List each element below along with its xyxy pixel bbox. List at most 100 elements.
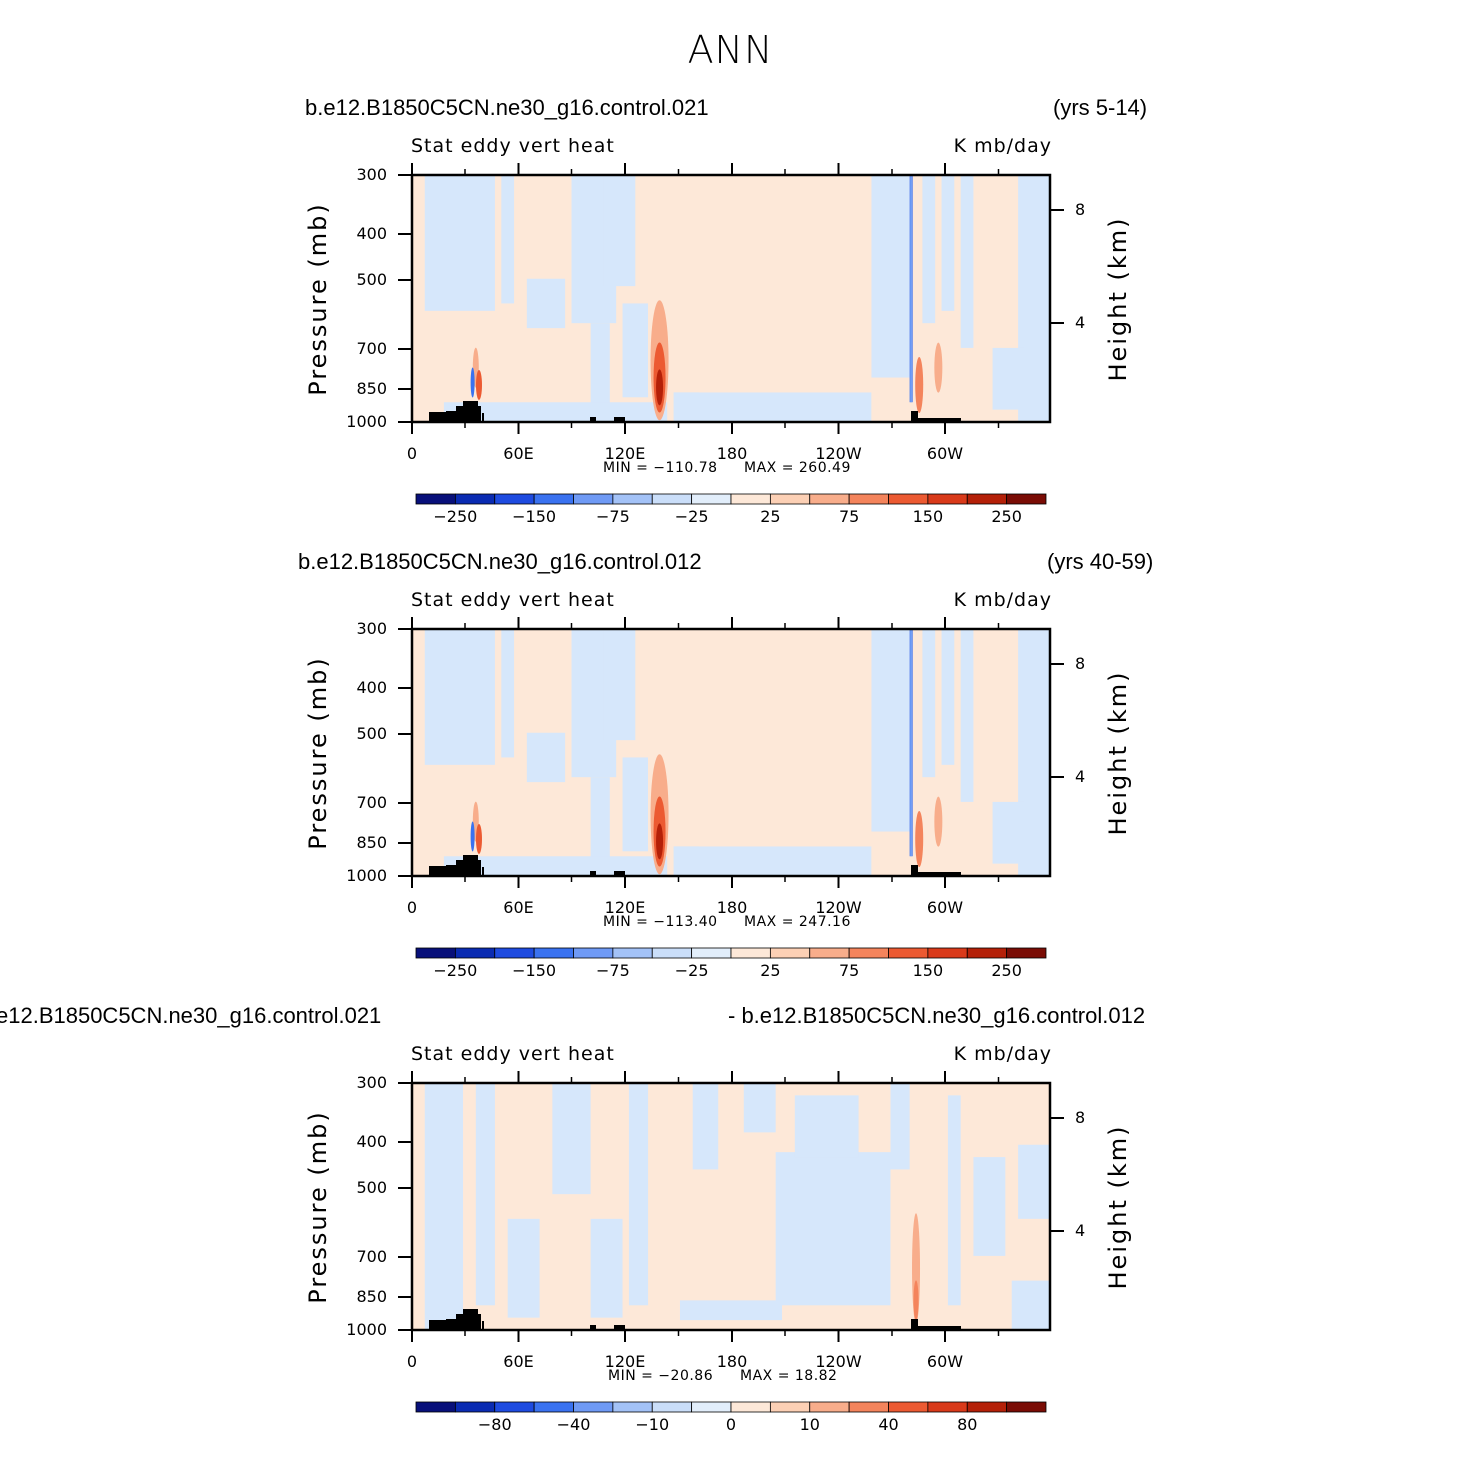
colorbar-swatch [573, 1401, 614, 1413]
field-region [526, 278, 566, 329]
colorbar-swatch [691, 947, 732, 959]
field-region [871, 175, 910, 378]
colorbar-label: 10 [799, 1415, 820, 1434]
field-region [443, 402, 668, 422]
colorbar-swatch [966, 493, 1008, 505]
y-tick-label: 1000 [346, 412, 387, 431]
case-name-left: e12.B1850C5CN.ne30_g16.control.021 [0, 1003, 382, 1028]
y-tick-label: 850 [356, 379, 387, 398]
terrain-mask [918, 1326, 961, 1330]
colorbar-swatch [927, 1401, 968, 1413]
y-tick-label: 700 [356, 1247, 387, 1266]
terrain-mask [590, 1325, 596, 1330]
colorbar-label: 0 [725, 1415, 737, 1434]
y-tick-label: 500 [356, 270, 387, 289]
colorbar-swatch [848, 947, 889, 959]
colorbar-label: −150 [512, 961, 557, 980]
terrain-mask [456, 1314, 464, 1330]
y-tick-label: 400 [356, 224, 387, 243]
max-value: MAX = 247.16 [744, 914, 851, 930]
colorbar-swatch [927, 947, 968, 959]
colorbar-swatch [888, 947, 929, 959]
field-region [628, 1083, 649, 1306]
colorbar-swatch [769, 1401, 811, 1413]
terrain-mask [429, 1320, 449, 1330]
terrain-mask [482, 867, 484, 876]
y-tick-label: 300 [356, 619, 387, 638]
terrain-mask [482, 413, 484, 422]
x-tick-label: 180 [716, 1352, 748, 1371]
colorbar-label: −25 [674, 961, 709, 980]
min-value: MIN = −110.78 [603, 460, 718, 476]
terrain-mask [446, 411, 460, 422]
y-tick-label: 850 [356, 833, 387, 852]
page-title: ANN [687, 28, 774, 72]
x-tick-label: 120E [604, 898, 646, 917]
colorbar-swatch [415, 947, 456, 959]
y-right-tick-label: 8 [1075, 200, 1086, 219]
field-region [526, 732, 566, 783]
colorbar-label: 25 [760, 507, 781, 526]
terrain-mask [446, 865, 460, 876]
subtitle-units: K mb/day [953, 589, 1052, 611]
plume [934, 342, 943, 393]
colorbar-swatch [848, 493, 889, 505]
case-name-left: b.e12.B1850C5CN.ne30_g16.control.021 [305, 95, 709, 120]
colorbar-swatch [454, 493, 496, 505]
colorbar-swatch [927, 493, 968, 505]
case-years-right: - b.e12.B1850C5CN.ne30_g16.control.012 [728, 1003, 1146, 1028]
field-region [475, 1083, 495, 1306]
colorbar-swatch [1006, 1401, 1047, 1413]
colorbar-swatch [494, 493, 535, 505]
field-region [552, 1083, 591, 1195]
colorbar-swatch [612, 947, 653, 959]
colorbar-swatch [454, 947, 496, 959]
x-tick-label: 60W [926, 444, 964, 463]
subtitle-units: K mb/day [953, 135, 1052, 157]
field-region [603, 629, 636, 741]
field-region [622, 757, 649, 852]
field-region [890, 1083, 910, 1170]
subtitle-variable: Stat eddy vert heat [411, 1043, 615, 1065]
colorbar-label: −75 [595, 961, 630, 980]
field-region [699, 175, 872, 393]
terrain-mask [463, 1309, 478, 1330]
terrain-mask [482, 1321, 484, 1330]
colorbar-swatch [809, 1401, 850, 1413]
colorbar-swatch [651, 493, 693, 505]
colorbar-swatch [848, 1401, 889, 1413]
colorbar-swatch [494, 1401, 535, 1413]
terrain-mask [911, 411, 918, 422]
colorbar-swatch [769, 493, 811, 505]
y-tick-label: 1000 [346, 866, 387, 885]
field-region [501, 629, 515, 758]
colorbar-swatch [730, 493, 771, 505]
terrain-mask [478, 1314, 481, 1330]
plume [470, 821, 475, 852]
colorbar-label: 75 [838, 507, 860, 526]
field-region [501, 175, 515, 304]
subtitle-units: K mb/day [953, 1043, 1052, 1065]
field-region [871, 629, 910, 832]
y-axis-title: Pressure (mb) [304, 655, 332, 850]
field-region [673, 392, 872, 422]
field-region [622, 303, 649, 398]
terrain-mask [590, 417, 596, 422]
field-region [973, 1157, 1006, 1256]
colorbar-swatch [1006, 947, 1047, 959]
terrain-mask [614, 417, 625, 422]
subtitle-variable: Stat eddy vert heat [411, 135, 615, 157]
colorbar-swatch [612, 493, 653, 505]
plume [910, 175, 912, 403]
case-years-right: (yrs 40-59) [1047, 549, 1154, 574]
x-tick-label: 120E [604, 444, 646, 463]
x-tick-label: 120E [604, 1352, 646, 1371]
terrain-mask [429, 866, 449, 876]
y-tick-label: 500 [356, 724, 387, 743]
y-right-axis-title: Height (km) [1104, 1124, 1132, 1289]
y-tick-label: 400 [356, 678, 387, 697]
y-right-axis-title: Height (km) [1104, 670, 1132, 835]
field-region [941, 629, 955, 765]
field-region [699, 629, 872, 847]
terrain-mask [463, 855, 478, 876]
